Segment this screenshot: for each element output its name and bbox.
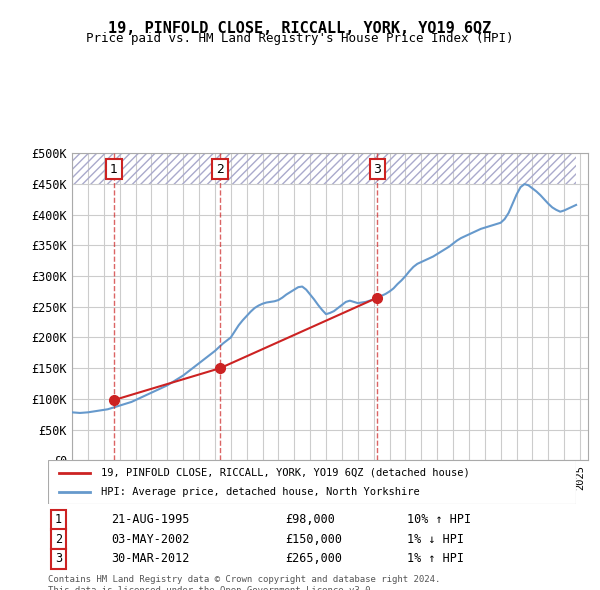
Text: 21-AUG-1995: 21-AUG-1995: [112, 513, 190, 526]
Text: Price paid vs. HM Land Registry's House Price Index (HPI): Price paid vs. HM Land Registry's House …: [86, 32, 514, 45]
Text: 3: 3: [55, 552, 62, 565]
Text: HPI: Average price, detached house, North Yorkshire: HPI: Average price, detached house, Nort…: [101, 487, 419, 497]
Text: 19, PINFOLD CLOSE, RICCALL, YORK, YO19 6QZ (detached house): 19, PINFOLD CLOSE, RICCALL, YORK, YO19 6…: [101, 468, 470, 477]
Text: 1% ↑ HPI: 1% ↑ HPI: [407, 552, 464, 565]
Text: £98,000: £98,000: [286, 513, 335, 526]
Text: 03-MAY-2002: 03-MAY-2002: [112, 533, 190, 546]
Text: 1% ↓ HPI: 1% ↓ HPI: [407, 533, 464, 546]
Text: 2: 2: [55, 533, 62, 546]
FancyBboxPatch shape: [48, 460, 576, 504]
Text: 2: 2: [216, 163, 224, 176]
Text: Contains HM Land Registry data © Crown copyright and database right 2024.
This d: Contains HM Land Registry data © Crown c…: [48, 575, 440, 590]
Text: £265,000: £265,000: [286, 552, 343, 565]
Text: 10% ↑ HPI: 10% ↑ HPI: [407, 513, 471, 526]
Text: 30-MAR-2012: 30-MAR-2012: [112, 552, 190, 565]
Text: 19, PINFOLD CLOSE, RICCALL, YORK, YO19 6QZ: 19, PINFOLD CLOSE, RICCALL, YORK, YO19 6…: [109, 21, 491, 35]
Text: £150,000: £150,000: [286, 533, 343, 546]
Text: 3: 3: [374, 163, 382, 176]
Text: 1: 1: [110, 163, 118, 176]
Text: 1: 1: [55, 513, 62, 526]
